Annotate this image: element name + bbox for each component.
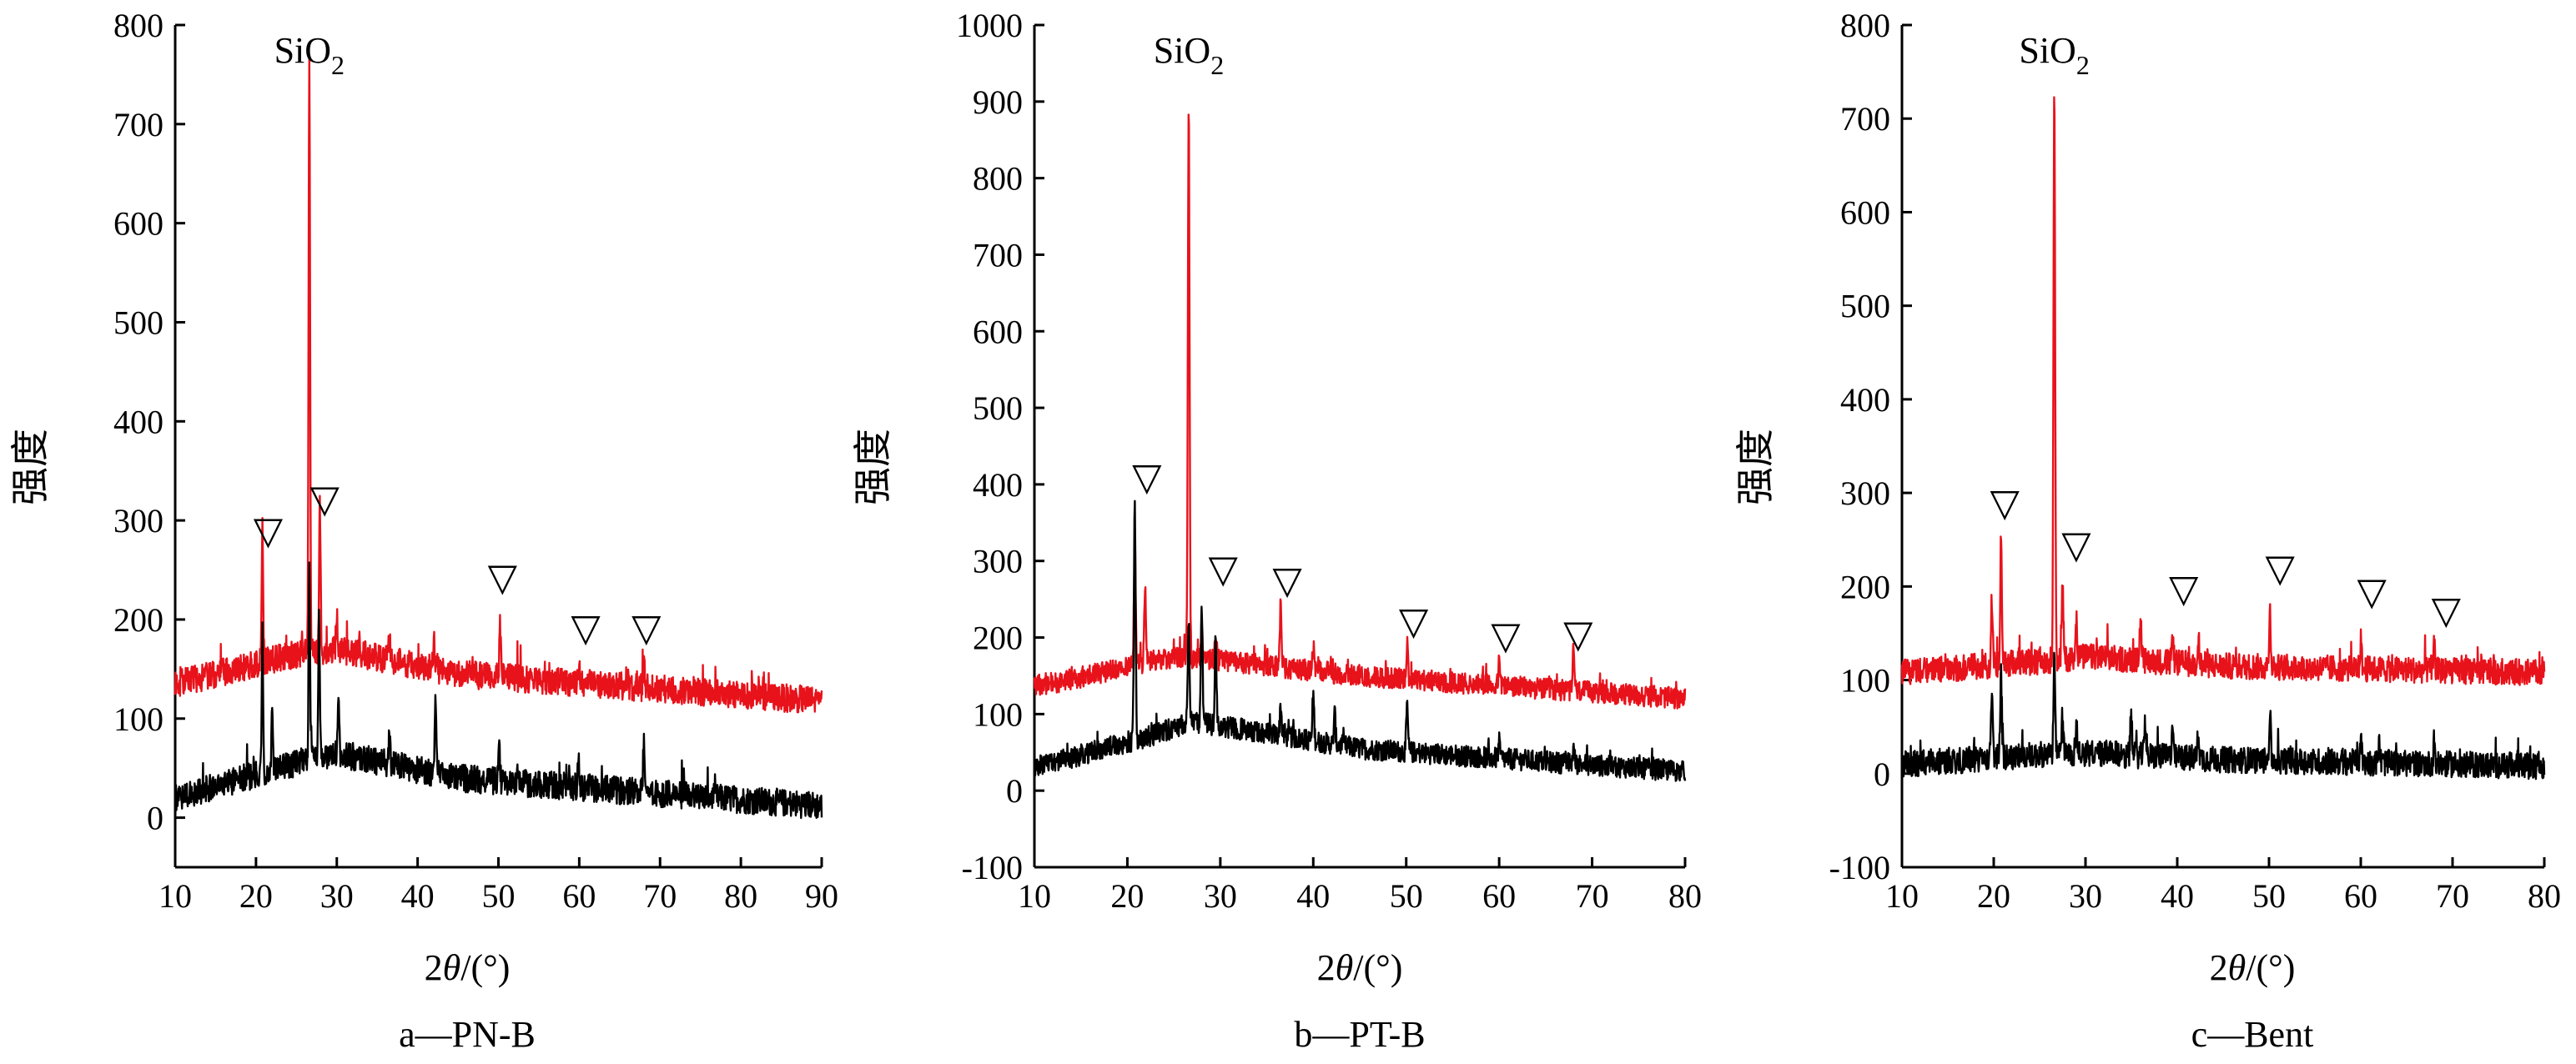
x-tick-label: 20 — [1977, 877, 2010, 915]
y-tick-label: 700 — [113, 106, 164, 143]
series-red-line — [174, 54, 823, 714]
triangle-marker-icon: ▽ — [1399, 598, 1429, 643]
x-axis-label: 2θ/(°) — [2210, 947, 2296, 988]
x-tick-label: 30 — [320, 877, 354, 915]
y-tick-label: 900 — [973, 83, 1023, 121]
series-black-line — [1901, 651, 2546, 780]
y-axis-label: 强度 — [850, 429, 895, 505]
triangle-marker-icon: ▽ — [1990, 479, 2020, 524]
x-tick-label: 80 — [724, 877, 757, 915]
y-tick-label: 800 — [1840, 7, 1890, 44]
y-axis-label: 强度 — [1733, 429, 1778, 505]
x-tick-label: 40 — [401, 877, 435, 915]
y-tick-label: 500 — [113, 304, 164, 341]
y-tick-label: 400 — [1840, 381, 1890, 419]
x-tick-label: 90 — [805, 877, 838, 915]
x-tick-label: 50 — [1390, 877, 1423, 915]
sio2-annotation: SiO2 — [2019, 30, 2089, 80]
x-tick-label: 70 — [2436, 877, 2469, 915]
y-tick-label: 0 — [147, 800, 164, 837]
y-tick-label: 1000 — [956, 7, 1023, 44]
triangle-marker-icon: ▽ — [1563, 611, 1593, 656]
y-tick-label: -100 — [1829, 849, 1890, 886]
panel-caption: a—PN-B — [399, 1014, 536, 1055]
y-tick-label: 0 — [1874, 755, 1890, 793]
series-red-line — [1900, 96, 2546, 686]
y-tick-label: 400 — [973, 466, 1023, 504]
triangle-marker-icon: ▽ — [2266, 545, 2296, 590]
y-tick-label: 100 — [113, 700, 164, 738]
y-tick-label: 700 — [973, 236, 1023, 274]
y-tick-label: 100 — [973, 695, 1023, 733]
y-tick-label: 800 — [113, 7, 164, 44]
triangle-marker-icon: ▽ — [1209, 546, 1239, 591]
panel-c: 强度 2θ/(°) c—Bent -100 0 100 200 300 400 500 600… — [1733, 7, 2561, 1055]
y-tick-label: 600 — [113, 205, 164, 243]
y-tick-label: 100 — [1840, 662, 1890, 700]
x-tick-label: 10 — [1018, 877, 1051, 915]
y-tick-label: 200 — [973, 620, 1023, 657]
x-axis-label: 2θ/(°) — [1317, 947, 1403, 988]
x-tick-label: 80 — [1668, 877, 1702, 915]
x-tick-label: 30 — [2069, 877, 2102, 915]
y-tick-label: 300 — [973, 543, 1023, 580]
x-tick-label: 30 — [1204, 877, 1237, 915]
panel-b: 强度 2θ/(°) b—PT-B -100 0 100 200 300 400 500 600… — [850, 7, 1702, 1055]
triangle-marker-icon: ▽ — [1491, 613, 1521, 658]
triangle-marker-icon: ▽ — [254, 508, 284, 553]
y-tick-label: 300 — [1840, 474, 1890, 512]
sio2-annotation: SiO2 — [1154, 30, 1224, 80]
y-tick-label: 600 — [973, 313, 1023, 350]
y-axis-label: 强度 — [8, 429, 53, 505]
triangle-marker-icon: ▽ — [631, 605, 662, 650]
y-tick-label: 200 — [1840, 568, 1890, 605]
y-tick-label: -100 — [962, 849, 1023, 886]
x-tick-label: 60 — [1482, 877, 1516, 915]
y-tick-label: 200 — [113, 601, 164, 639]
y-tick-label: 500 — [1840, 288, 1890, 325]
x-tick-label: 20 — [239, 877, 273, 915]
panel-a: 强度 2θ/(°) a—PN-B 0 100 200 300 400 500 600 700 8… — [8, 7, 838, 1055]
x-tick-label: 70 — [1576, 877, 1609, 915]
triangle-marker-icon: ▽ — [2061, 522, 2091, 567]
triangle-marker-icon: ▽ — [571, 605, 601, 650]
triangle-marker-icon: ▽ — [488, 555, 518, 600]
x-tick-label: 40 — [1296, 877, 1330, 915]
triangle-marker-icon: ▽ — [1132, 454, 1162, 499]
triangle-marker-icon: ▽ — [2357, 569, 2387, 614]
x-tick-label: 60 — [562, 877, 596, 915]
y-tick-label: 300 — [113, 502, 164, 540]
triangle-marker-icon: ▽ — [310, 476, 340, 521]
panel-caption: b—PT-B — [1294, 1014, 1425, 1055]
x-tick-label: 50 — [482, 877, 516, 915]
y-tick-label: 400 — [113, 403, 164, 440]
x-tick-label: 40 — [2161, 877, 2194, 915]
x-tick-label: 10 — [1885, 877, 1919, 915]
series-red-line — [1033, 113, 1687, 710]
triangle-marker-icon: ▽ — [1272, 558, 1302, 603]
y-tick-label: 800 — [973, 160, 1023, 198]
y-tick-label: 0 — [1006, 772, 1023, 810]
series-black-line — [1033, 499, 1687, 782]
series-black-line — [174, 561, 823, 820]
x-tick-label: 10 — [158, 877, 192, 915]
x-tick-label: 60 — [2344, 877, 2377, 915]
x-tick-label: 50 — [2252, 877, 2286, 915]
x-axis-label: 2θ/(°) — [425, 947, 511, 988]
sio2-annotation: SiO2 — [274, 30, 345, 80]
panel-caption: c—Bent — [2191, 1014, 2314, 1055]
y-tick-label: 700 — [1840, 100, 1890, 138]
triangle-marker-icon: ▽ — [2169, 566, 2199, 611]
x-tick-label: 20 — [1110, 877, 1144, 915]
y-tick-label: 500 — [973, 389, 1023, 427]
x-tick-label: 80 — [2528, 877, 2561, 915]
triangle-marker-icon: ▽ — [2432, 587, 2462, 632]
y-tick-label: 600 — [1840, 193, 1890, 231]
x-tick-label: 70 — [643, 877, 677, 915]
